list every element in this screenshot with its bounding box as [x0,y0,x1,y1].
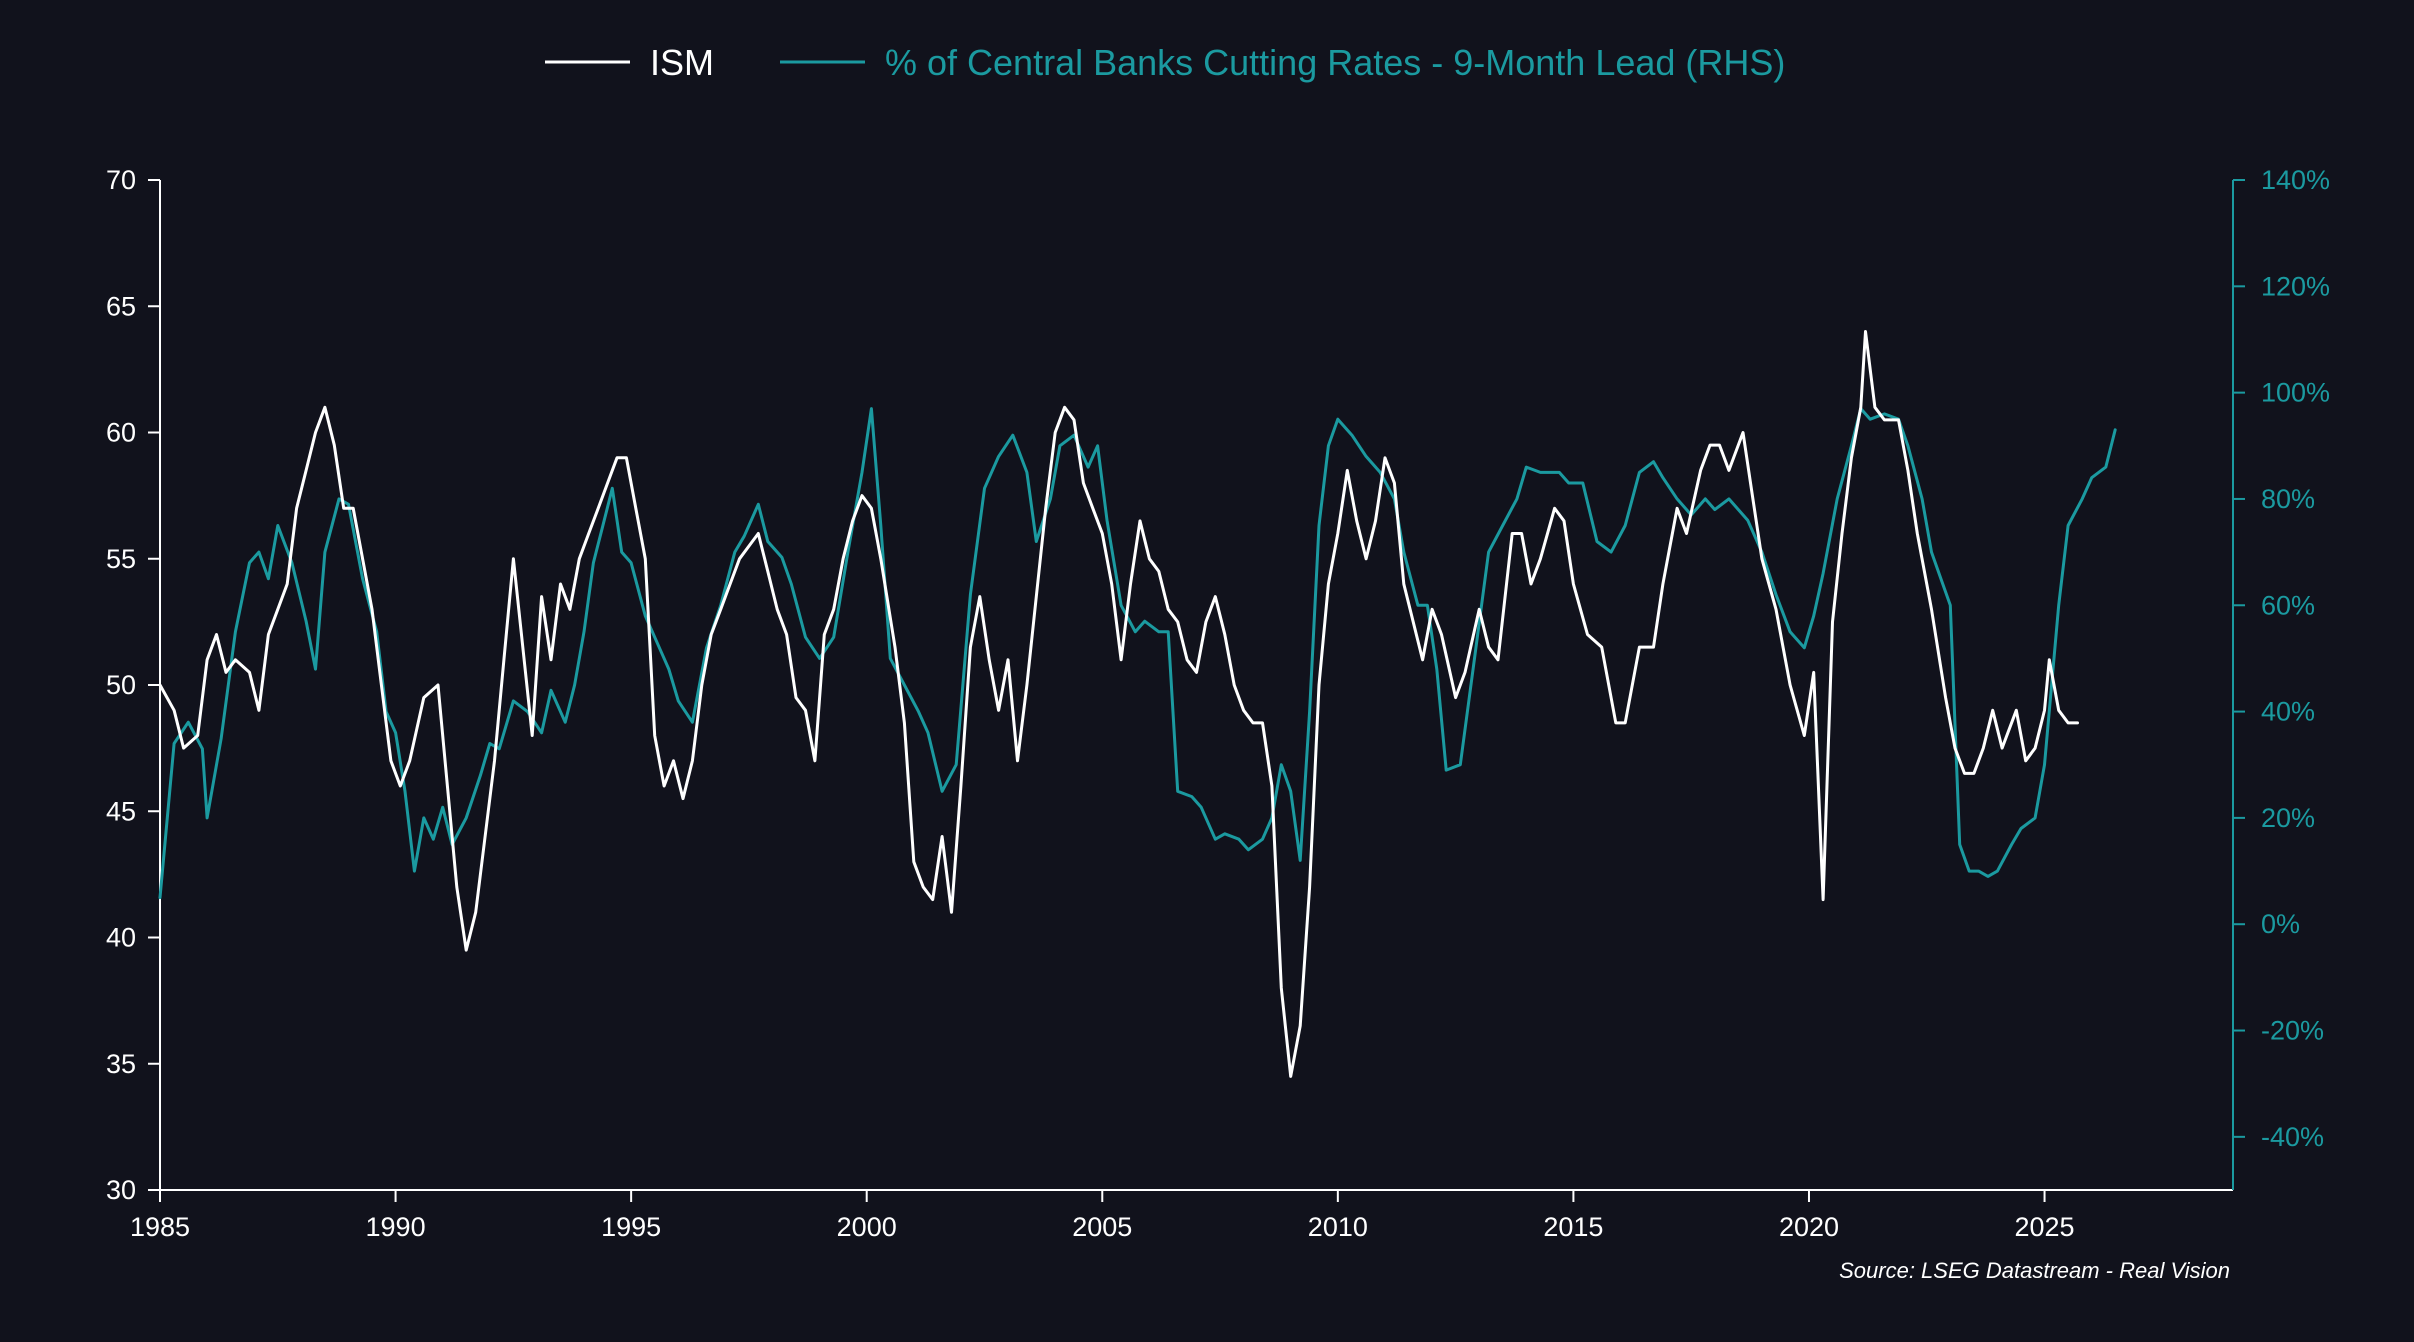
x-tick-label: 2005 [1072,1212,1132,1242]
y-right-tick-label: 140% [2261,165,2330,195]
central-banks-line [158,407,2117,900]
x-tick-label: 2000 [837,1212,897,1242]
x-tick-label: 2015 [1543,1212,1603,1242]
source-note: Source: LSEG Datastream - Real Vision [1839,1258,2230,1283]
legend-cb-label: % of Central Banks Cutting Rates - 9-Mon… [885,42,1785,83]
y-left-tick-label: 40 [106,923,136,953]
y-right-tick-label: 60% [2261,590,2315,620]
legend: ISM % of Central Banks Cutting Rates - 9… [545,42,1785,83]
y-right-tick-label: 40% [2261,697,2315,727]
y-left-tick-label: 55 [106,544,136,574]
y-left-tick-label: 30 [106,1175,136,1205]
x-tick-label: 2025 [2015,1212,2075,1242]
y-left-tick-label: 45 [106,796,136,826]
y-right-tick-label: -40% [2261,1122,2324,1152]
x-tick-label: 1995 [601,1212,661,1242]
ism-line [158,330,2079,1078]
y-right-tick-label: 20% [2261,803,2315,833]
y-left-tick-label: 60 [106,418,136,448]
axes: 30 35 40 45 50 55 60 65 70 -40% -20% 0% 20% 40% 60% 80%… [106,165,2330,1242]
y-right-tick-label: 120% [2261,271,2330,301]
y-right-tick-label: 80% [2261,484,2315,514]
x-tick-label: 2020 [1779,1212,1839,1242]
y-left-tick-label: 35 [106,1049,136,1079]
y-left-tick-label: 65 [106,291,136,321]
x-tick-label: 2010 [1308,1212,1368,1242]
series [158,330,2117,1078]
legend-ism-label: ISM [650,42,714,83]
y-right-tick-label: 0% [2261,909,2300,939]
y-left-tick-label: 50 [106,670,136,700]
y-right-tick-label: 100% [2261,378,2330,408]
y-right-tick-label: -20% [2261,1016,2324,1046]
y-left-tick-label: 70 [106,165,136,195]
x-tick-label: 1985 [130,1212,190,1242]
x-tick-label: 1990 [366,1212,426,1242]
